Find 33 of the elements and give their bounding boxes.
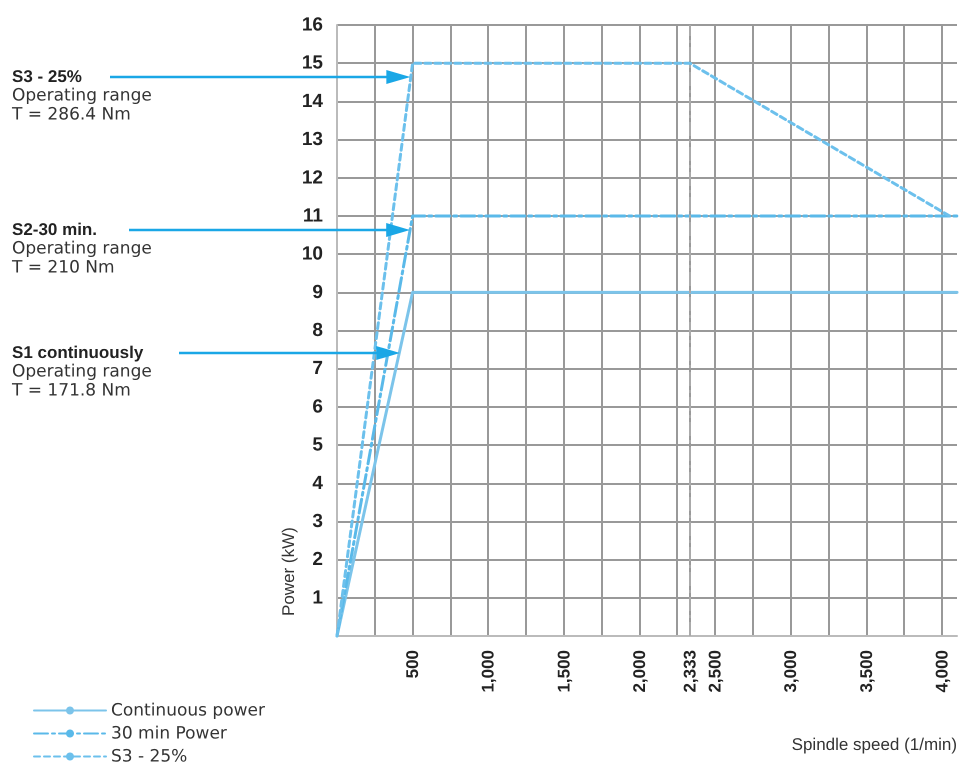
y-tick-label: 5 <box>312 434 324 456</box>
y-tick-label: 3 <box>312 510 323 532</box>
y-axis-title: Power (kW) <box>279 527 298 616</box>
x-tick-label: 4,000 <box>932 650 952 693</box>
x-tick-label: 3,000 <box>781 650 800 693</box>
text: S2-30 min. Operating range T = 210 Nm <box>11 220 152 278</box>
x-tick-label: 3,500 <box>856 650 876 693</box>
y-tick-label: 15 <box>302 52 324 74</box>
y-tick-label: 7 <box>312 358 323 380</box>
x-tick-label: 2,333 <box>680 650 700 693</box>
y-tick-label: 9 <box>312 282 323 303</box>
y-tick-label: 12 <box>302 167 323 188</box>
x-tick-label: 2,500 <box>706 650 725 693</box>
legend-label: 30 min Power <box>111 724 227 744</box>
y-tick-label: 2 <box>312 549 323 570</box>
text: S3 - 25% Operating range T = 286.4 Nm <box>11 67 152 124</box>
y-tick-label: 14 <box>302 90 324 112</box>
x-axis-title: Spindle speed (1/min) <box>792 735 957 754</box>
x-tick-label: 500 <box>403 650 422 678</box>
y-tick-label: 11 <box>302 205 324 226</box>
x-tick-label: 1,500 <box>554 650 574 693</box>
legend-label: Continuous power <box>111 700 265 720</box>
y-tick-label: 1 <box>312 587 324 608</box>
y-tick-label: 13 <box>302 129 323 150</box>
y-tick-label: 16 <box>302 14 323 36</box>
x-tick-label: 2,000 <box>630 650 649 693</box>
x-tick-label: 1,000 <box>478 650 498 693</box>
y-tick-label: 10 <box>302 244 323 265</box>
legend-label: S3 - 25% <box>111 746 188 766</box>
y-tick-label: 6 <box>312 396 323 418</box>
y-tick-label: 4 <box>312 472 324 494</box>
text: S1 continuously Operating range T = 171.8 Nm <box>11 343 152 400</box>
y-tick-label: 8 <box>312 320 323 341</box>
